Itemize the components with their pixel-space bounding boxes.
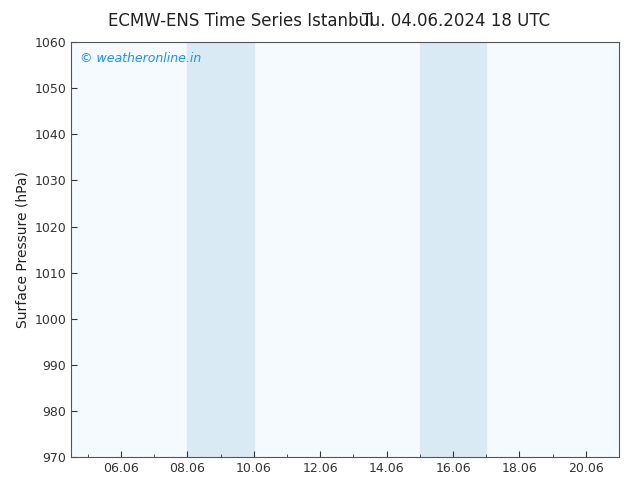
Bar (188, 42, 254, 457)
Y-axis label: Surface Pressure (hPa): Surface Pressure (hPa) (15, 171, 29, 328)
Bar (420, 42, 486, 457)
Text: Tu. 04.06.2024 18 UTC: Tu. 04.06.2024 18 UTC (363, 12, 550, 30)
Text: © weatheronline.in: © weatheronline.in (79, 52, 201, 66)
Text: ECMW-ENS Time Series Istanbul: ECMW-ENS Time Series Istanbul (108, 12, 373, 30)
